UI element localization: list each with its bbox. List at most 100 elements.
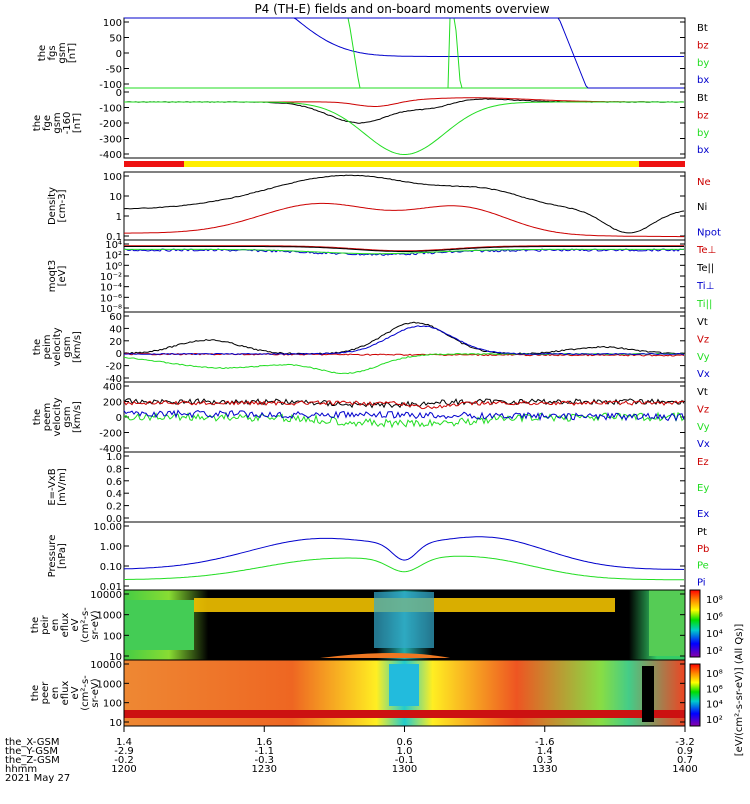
x-tick-label: 1300 [392, 764, 417, 775]
legend-entry: Vx [697, 369, 710, 380]
y-axis-label: (cm²-s- [80, 675, 91, 711]
legend-entry: Te⊥ [696, 245, 716, 256]
y-axis-label: Pressure [47, 535, 58, 578]
y-axis-label: the [37, 45, 48, 61]
x-tick-label: 1.0 [397, 746, 413, 757]
series-Vy [123, 411, 685, 429]
legend-entry: Pe [697, 561, 709, 572]
y-tick-label: -20 [106, 362, 122, 373]
x-tick-label: -1.1 [254, 746, 274, 757]
y-tick-label: 1.00 [100, 542, 122, 553]
x-tick-label: 1330 [532, 764, 557, 775]
y-axis-label: sr-eV) [90, 610, 101, 639]
y-axis-label: eflux [60, 613, 71, 638]
y-axis-label: gsm [62, 406, 73, 427]
y-axis-label: eV [70, 686, 81, 699]
colorbar-tick-label: 10⁶ [706, 612, 723, 623]
x-tick-label: 1.6 [256, 737, 272, 748]
series-by [124, 101, 684, 155]
colorbar-tick-label: 10⁸ [706, 595, 723, 606]
legend-entry: Vz [697, 334, 709, 345]
series-Ni [123, 174, 685, 234]
series-Pi [123, 536, 685, 570]
x-tick-label: 1.4 [537, 746, 553, 757]
legend-entry: Bt [697, 23, 708, 34]
y-tick-label: 200 [103, 398, 122, 409]
y-axis-label: peem [42, 403, 53, 431]
y-axis-label: E=-VxB [47, 468, 58, 505]
legend-entry: Ni [697, 202, 707, 213]
legend-entry: Ey [697, 483, 709, 494]
y-tick-label: 10⁴ [105, 240, 122, 251]
y-tick-label: -40 [106, 374, 122, 385]
y-tick-label: 10⁻⁴ [100, 283, 122, 294]
legend-entry: bx [697, 145, 709, 156]
legend-entry: Vy [697, 422, 710, 433]
colorbar-tick-label: 10⁸ [706, 669, 723, 680]
y-axis-label: [km/s] [72, 331, 83, 363]
legend-entry: Ne [697, 177, 711, 188]
y-tick-label: 0.2 [106, 502, 122, 513]
x-tick-label: 0.9 [677, 746, 693, 757]
status-bar-red-right [639, 161, 685, 167]
legend-entry: Ti|| [696, 299, 712, 310]
x-row-label: 2021 May 27 [5, 773, 70, 784]
y-axis-label: gsm [57, 42, 68, 63]
x-row-label: hhmm [5, 764, 37, 775]
legend-entry: Npot [697, 227, 721, 238]
y-tick-label: 0.1 [106, 232, 122, 243]
y-axis-label: en [50, 619, 61, 632]
y-tick-label: -50 [106, 65, 122, 76]
y-axis-label: velocity [52, 327, 63, 366]
legend-entry: bz [697, 40, 709, 51]
y-tick-label: 400 [103, 382, 122, 393]
x-tick-label: 1230 [252, 764, 277, 775]
heatmap-block-right [649, 590, 685, 656]
y-tick-label: 0 [116, 349, 122, 360]
x-tick-label: -0.1 [395, 755, 415, 766]
y-tick-label: 10 [109, 192, 122, 203]
y-tick-label: 10⁻⁸ [100, 304, 122, 315]
y-axis-label: [eV] [57, 266, 68, 287]
y-tick-label: 10⁻⁶ [100, 293, 122, 304]
series-Vx [123, 409, 685, 422]
series-Pe [124, 555, 685, 581]
y-axis-label: [nT] [72, 113, 83, 133]
y-tick-label: 0.6 [106, 477, 122, 488]
series-Te-par [124, 246, 684, 252]
x-tick-label: 0.6 [397, 737, 413, 748]
series-Vz [123, 352, 685, 357]
heatmap-block-left [124, 600, 194, 650]
y-tick-label: 40 [109, 324, 122, 335]
colorbar-tick-label: 10² [706, 715, 723, 726]
y-axis-label: fge [42, 115, 53, 131]
x-tick-label: -3.2 [675, 737, 695, 748]
y-tick-label: 0.4 [106, 489, 122, 500]
heatmap-arc [320, 653, 450, 658]
colorbar-label: [eV/(cm²-s-sr-eV)] (All Qs)] [734, 624, 745, 757]
y-axis-label: eflux [60, 681, 71, 706]
y-axis-label: peim [42, 334, 53, 359]
legend-entry: Pi [697, 577, 706, 588]
x-tick-label: -2.9 [114, 746, 134, 757]
y-axis-label: [cm-3] [57, 189, 68, 222]
y-axis-label: fgs [47, 45, 58, 60]
y-tick-label: 10 [109, 718, 122, 729]
y-tick-label: 100 [103, 172, 122, 183]
series-Vz [123, 400, 685, 410]
y-axis-label: gsm [52, 112, 63, 133]
x-tick-label: -1.6 [535, 737, 555, 748]
y-tick-label: 100 [103, 631, 122, 642]
series-bx-2 [124, 17, 684, 89]
legend-entry: Vz [697, 404, 709, 415]
legend-entry: Ti⊥ [696, 281, 714, 292]
y-tick-label: 0 [116, 88, 122, 99]
legend-entry: Te|| [696, 263, 714, 274]
y-tick-label: -400 [99, 150, 122, 161]
legend-entry: Bt [697, 93, 708, 104]
x-row-label: the_X-GSM [5, 737, 59, 748]
y-tick-label: 10000 [90, 590, 122, 601]
status-bar-yellow [184, 161, 639, 167]
y-tick-label: 10⁰ [105, 261, 122, 272]
y-axis-label: en [50, 687, 61, 700]
